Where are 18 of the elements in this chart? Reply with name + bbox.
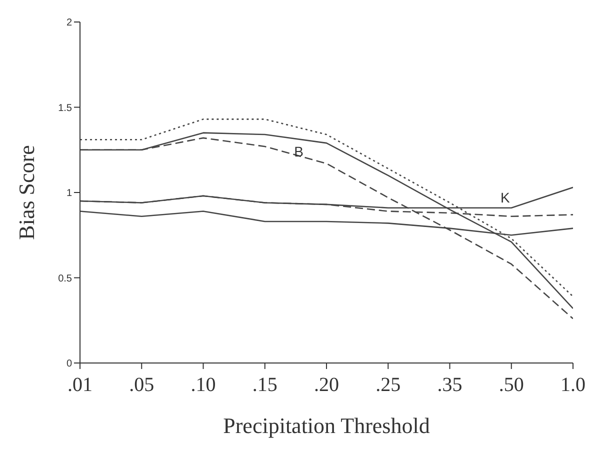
x-tick-label: .50 [498,374,524,396]
y-tick-label: 2 [66,18,72,29]
x-tick-label: .15 [252,374,278,396]
y-tick-label: 1.5 [58,102,72,114]
y-tick-label: 1 [66,188,72,200]
y-tick-label: 0 [66,358,72,370]
x-tick-label: .20 [314,374,339,396]
y-tick-label: 0.5 [58,273,72,284]
x-tick-label: .01 [68,374,92,396]
x-axis-title: Precipitation Threshold [223,413,430,438]
x-tick-label: .05 [129,374,154,396]
x-tick-label: .10 [190,374,216,396]
y-axis-title: Bias Score [14,145,39,240]
annotation: B [294,144,304,160]
x-tick-label: 1.0 [560,374,586,396]
annotation: K [500,190,511,206]
x-tick-label: .25 [376,374,401,396]
x-tick-label: .35 [437,374,462,396]
